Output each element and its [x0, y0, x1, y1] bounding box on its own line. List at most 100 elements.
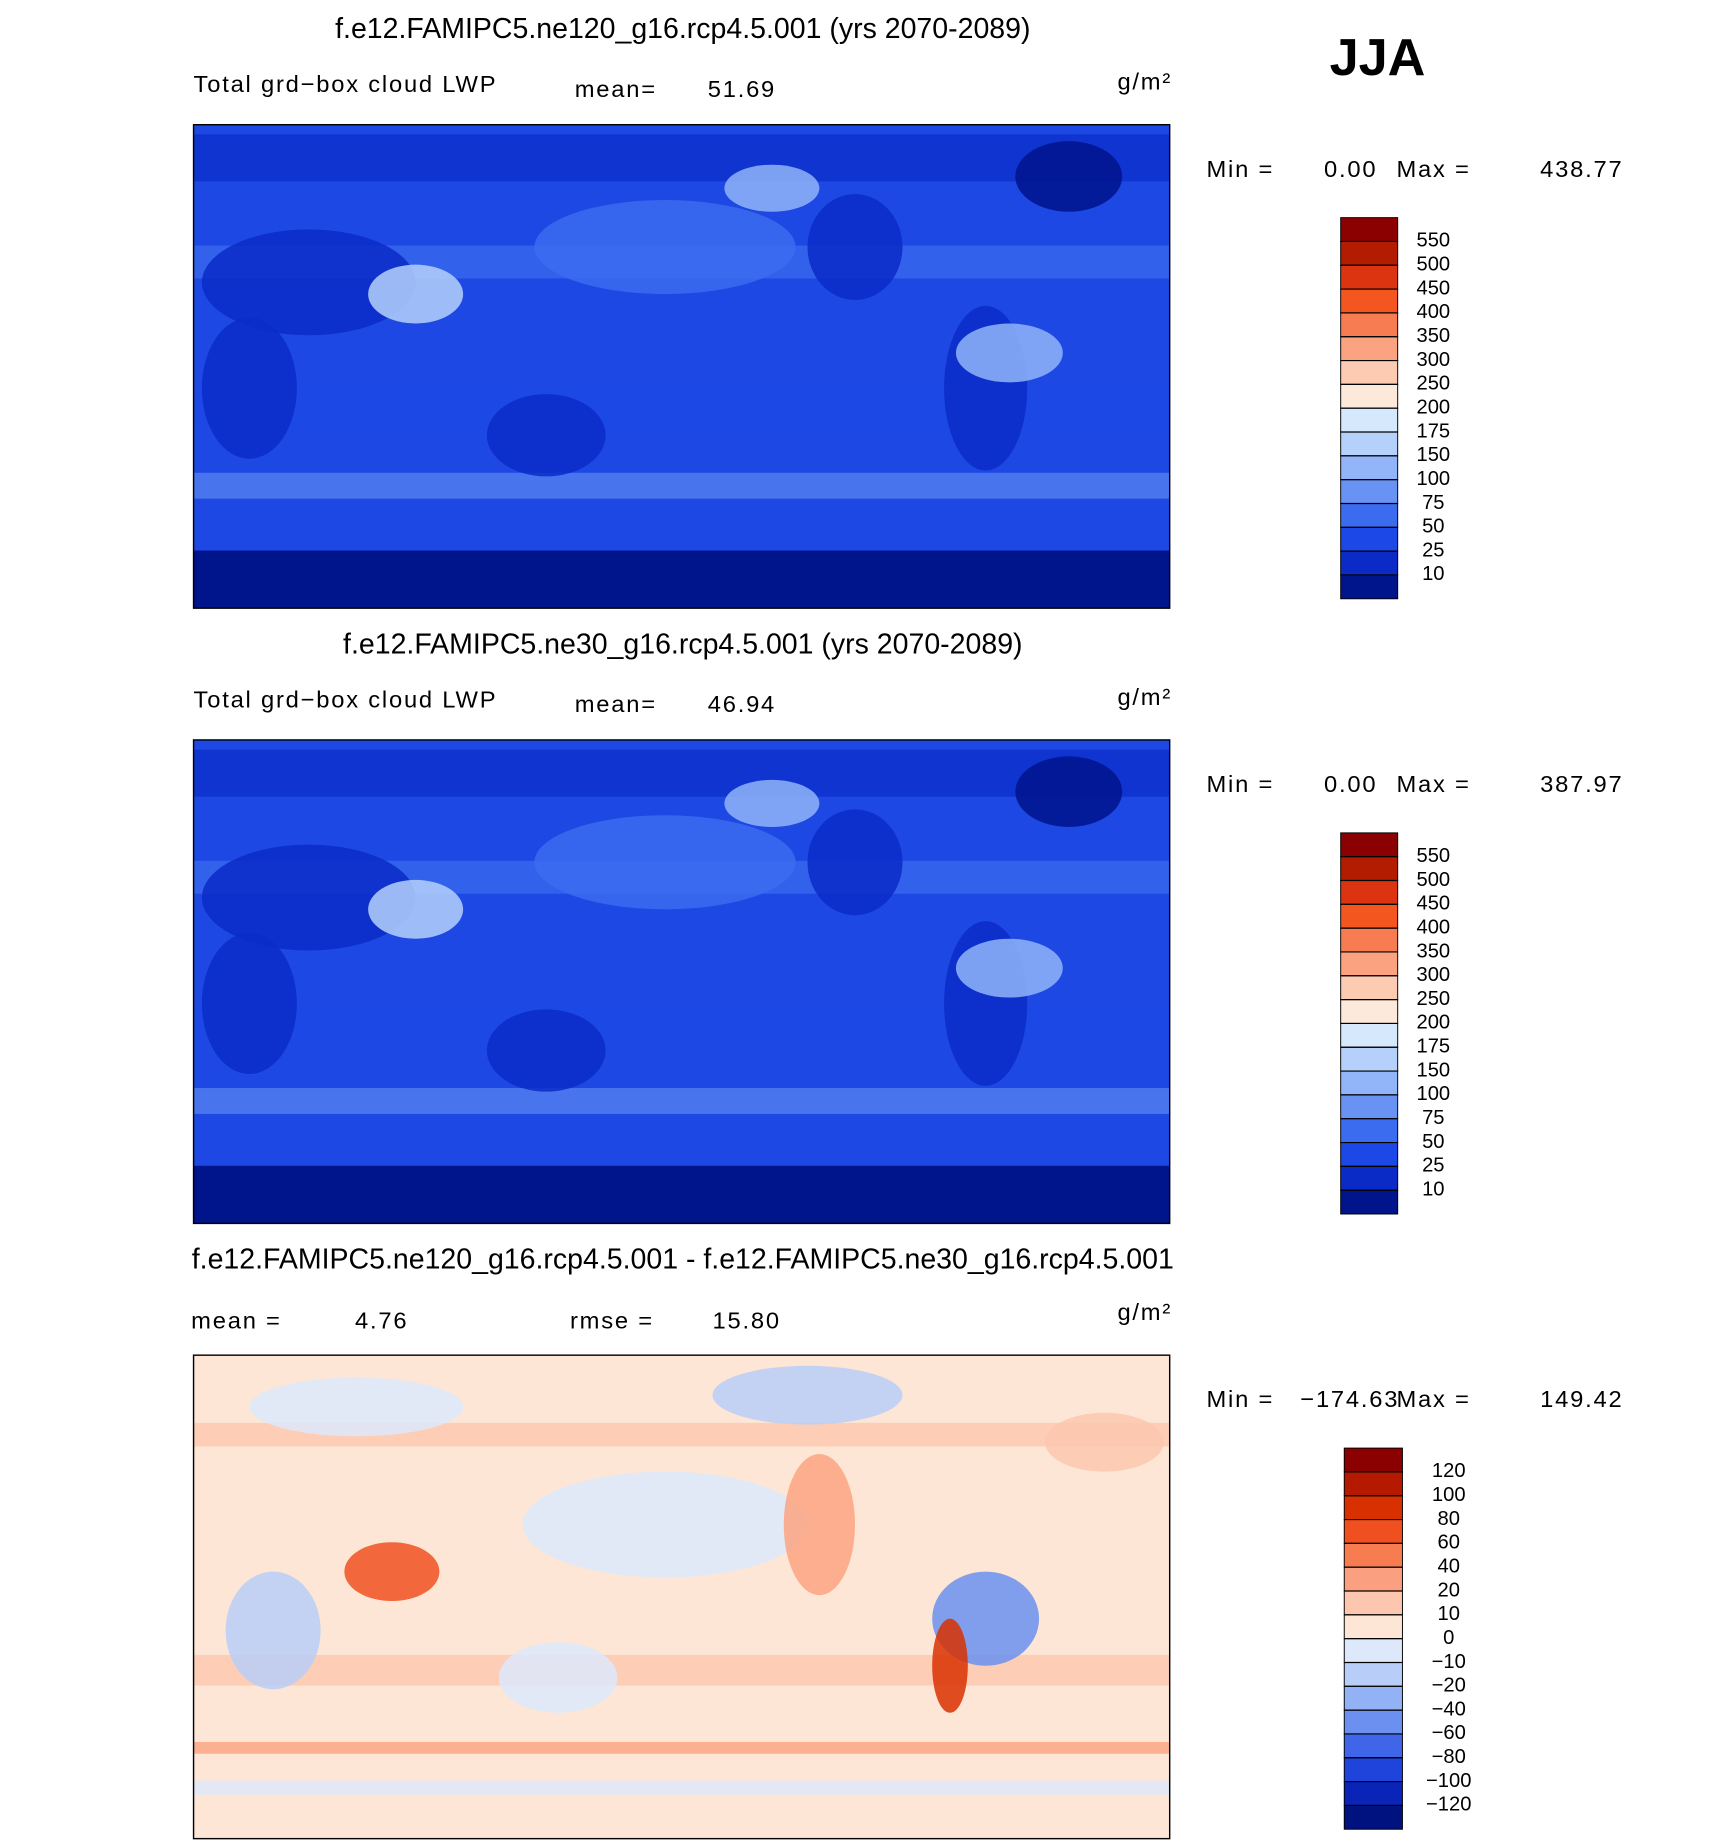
- colorbar-box: [1340, 1022, 1399, 1048]
- colorbar-box: [1340, 1094, 1399, 1120]
- map-blob: [1045, 1412, 1164, 1472]
- colorbar-label: −80: [1432, 1746, 1466, 1768]
- map-blob: [724, 164, 820, 212]
- colorbar-label: 20: [1438, 1579, 1460, 1601]
- mean-label: mean=: [575, 77, 657, 103]
- colorbar-label: 10: [1422, 563, 1444, 585]
- min-value: −174.63: [1300, 1387, 1399, 1413]
- colorbar-box: [1343, 1781, 1403, 1806]
- colorbar-label: 550: [1416, 845, 1450, 867]
- map-blob: [201, 229, 416, 336]
- colorbar-box: [1343, 1638, 1403, 1663]
- colorbar-label: −60: [1432, 1722, 1466, 1744]
- colorbar-box: [1340, 1189, 1399, 1215]
- map-band: [193, 1422, 1170, 1447]
- min-value: 0.00: [1324, 157, 1377, 183]
- map-band: [193, 1741, 1170, 1754]
- colorbar-label: 300: [1416, 964, 1450, 986]
- colorbar-label: 150: [1416, 444, 1450, 466]
- colorbar-label: 150: [1416, 1059, 1450, 1081]
- map-blob: [783, 1453, 855, 1596]
- map-blob: [249, 1377, 464, 1437]
- colorbar-label: 10: [1422, 1179, 1444, 1201]
- map: [193, 739, 1170, 1224]
- map-blob: [807, 809, 903, 916]
- panel-title: f.e12.FAMIPC5.ne120_g16.rcp4.5.001 - f.e…: [192, 1244, 1174, 1276]
- map-blob: [1015, 756, 1123, 827]
- map-blob: [344, 1542, 440, 1602]
- map-blob: [955, 323, 1063, 383]
- map-blob: [201, 317, 297, 459]
- map-band: [193, 1165, 1170, 1224]
- map-blob: [724, 779, 820, 827]
- map-band: [193, 472, 1170, 499]
- map-frame: [192, 739, 1171, 1225]
- colorbar-box: [1340, 360, 1399, 385]
- colorbar-box: [1340, 880, 1399, 905]
- map-blob: [486, 1009, 606, 1092]
- units: g/m²: [1117, 70, 1172, 96]
- colorbar-label: 60: [1438, 1532, 1460, 1554]
- map-blob: [225, 1571, 321, 1690]
- colorbar-label: 100: [1432, 1484, 1466, 1506]
- colorbar-box: [1340, 550, 1399, 576]
- map: [193, 124, 1170, 609]
- colorbar-box: [1340, 431, 1399, 457]
- colorbar-box: [1343, 1662, 1403, 1687]
- colorbar-box: [1340, 999, 1399, 1024]
- colorbar-label: 300: [1416, 349, 1450, 371]
- colorbar-label: 0: [1443, 1627, 1454, 1649]
- colorbar-box: [1340, 1165, 1399, 1191]
- colorbar-box: [1340, 574, 1399, 600]
- min-value: 0.00: [1324, 772, 1377, 798]
- colorbar-label: 10: [1438, 1603, 1460, 1625]
- colorbar-label: −100: [1426, 1770, 1471, 1792]
- colorbar-box: [1340, 927, 1399, 953]
- colorbar-label: 450: [1416, 277, 1450, 299]
- panel-title: f.e12.FAMIPC5.ne30_g16.rcp4.5.001 (yrs 2…: [343, 628, 1023, 660]
- colorbar-box: [1343, 1542, 1403, 1568]
- min-label: Min =: [1207, 157, 1275, 183]
- colorbar-label: 50: [1422, 516, 1444, 538]
- map-blob: [498, 1642, 618, 1713]
- max-label: Max =: [1397, 772, 1471, 798]
- colorbar-label: 250: [1416, 373, 1450, 395]
- colorbar-box: [1340, 479, 1399, 504]
- panel-title: f.e12.FAMIPC5.ne120_g16.rcp4.5.001 (yrs …: [335, 13, 1030, 45]
- colorbar-box: [1340, 455, 1399, 481]
- colorbar-label: 50: [1422, 1131, 1444, 1153]
- colorbar-box: [1340, 526, 1399, 552]
- colorbar-box: [1343, 1614, 1403, 1640]
- colorbar-box: [1343, 1804, 1403, 1830]
- colorbar-box: [1343, 1685, 1403, 1711]
- colorbar-label: 350: [1416, 940, 1450, 962]
- colorbar-box: [1340, 832, 1399, 858]
- subtitle: Total grd−box cloud LWP: [194, 72, 498, 98]
- colorbar-label: 100: [1416, 1083, 1450, 1105]
- colorbar-box: [1343, 1519, 1403, 1544]
- colorbar-label: 175: [1416, 1036, 1450, 1058]
- colorbar-box: [1343, 1590, 1403, 1616]
- mean-value: 4.76: [355, 1309, 408, 1335]
- mean-value: 46.94: [708, 692, 776, 718]
- map-blob: [201, 844, 416, 951]
- colorbar-label: 200: [1416, 1012, 1450, 1034]
- colorbar-label: −10: [1432, 1651, 1466, 1673]
- colorbar-label: 175: [1416, 420, 1450, 442]
- colorbar-box: [1340, 217, 1399, 242]
- map-band: [193, 550, 1170, 609]
- colorbar-box: [1340, 240, 1399, 266]
- map-blob: [807, 194, 903, 300]
- colorbar-label: −40: [1432, 1698, 1466, 1720]
- season-label: JJA: [1330, 29, 1426, 87]
- max-label: Max =: [1397, 157, 1471, 183]
- colorbar-label: 500: [1416, 254, 1450, 276]
- colorbar-label: 80: [1438, 1508, 1460, 1530]
- colorbar-label: 400: [1416, 917, 1450, 939]
- colorbar-box: [1343, 1733, 1403, 1759]
- map-blob: [534, 199, 796, 295]
- map-blob: [368, 264, 464, 324]
- mean-label: mean=: [575, 692, 657, 718]
